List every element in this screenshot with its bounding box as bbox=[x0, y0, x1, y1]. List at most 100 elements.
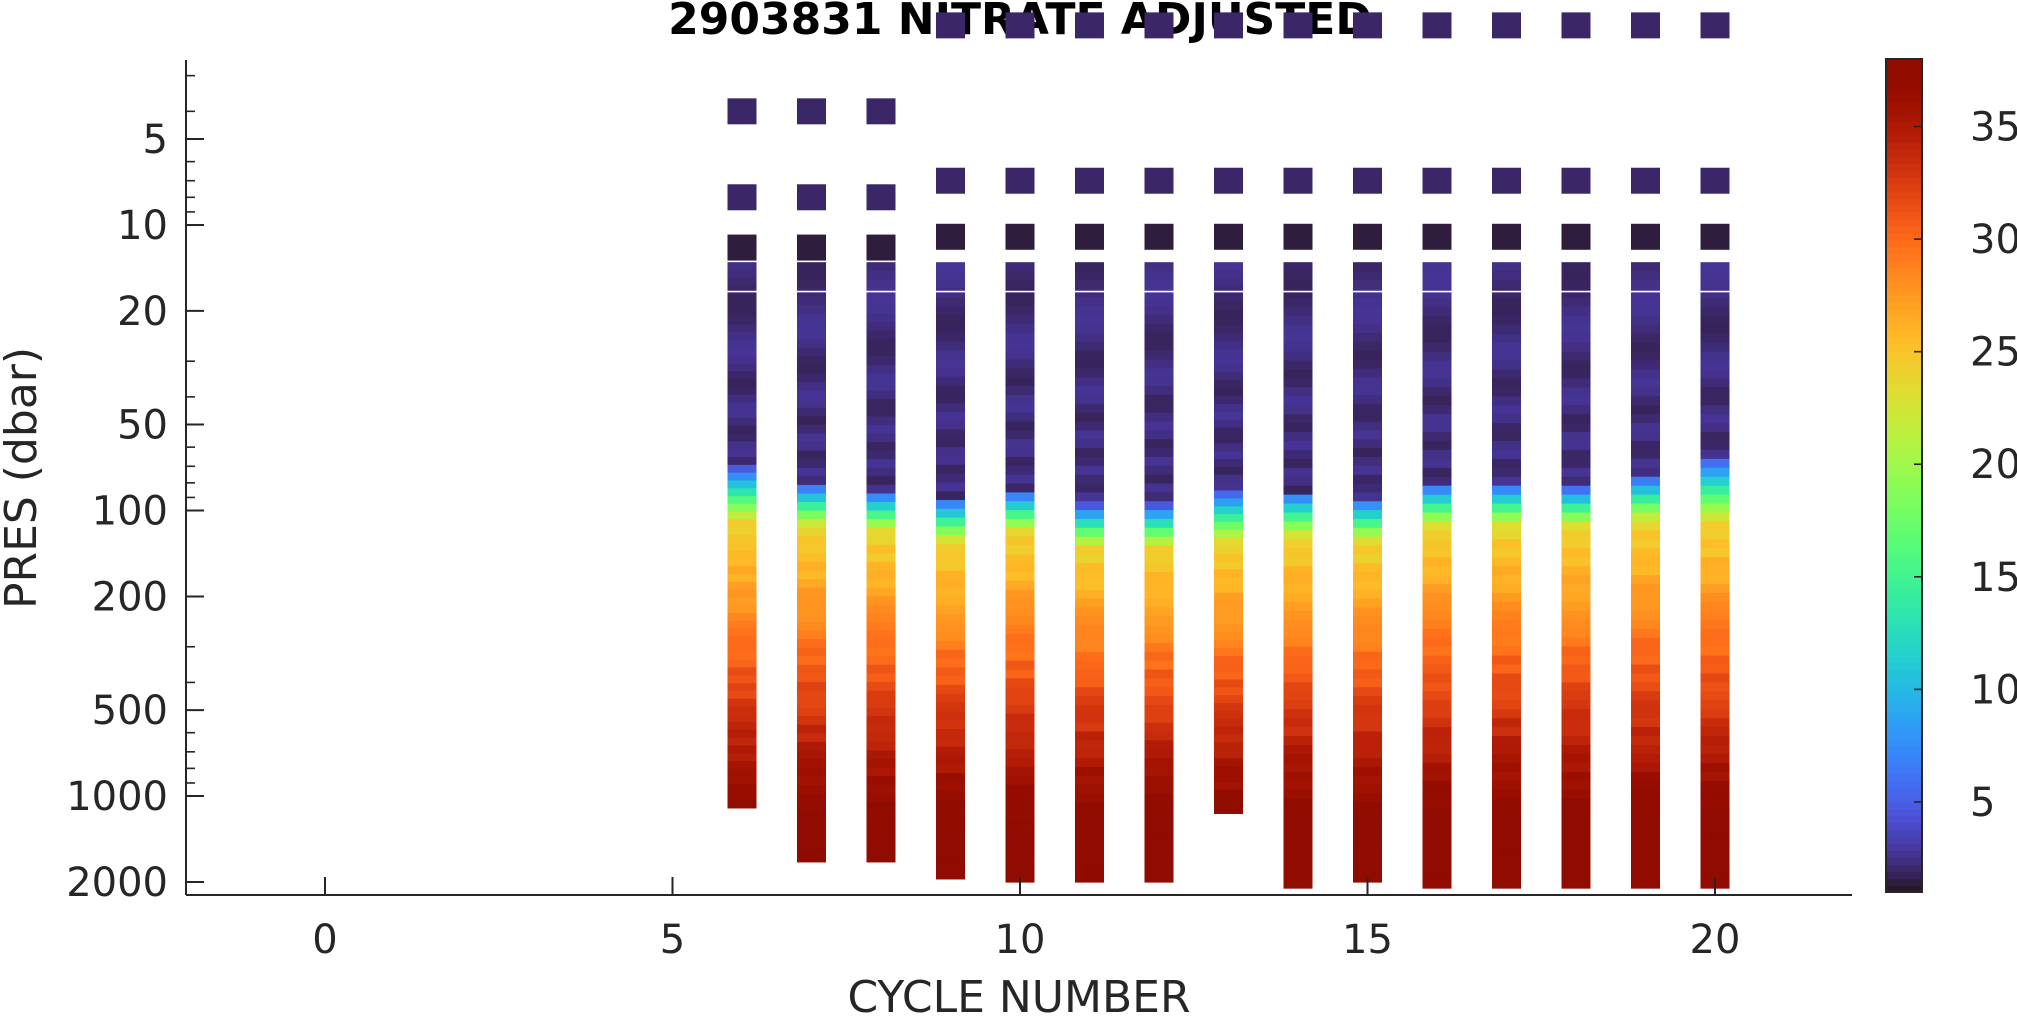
profile-cell bbox=[1144, 616, 1174, 626]
colorbar-segment bbox=[1886, 156, 1922, 164]
profile-cell bbox=[1283, 360, 1313, 371]
profile-cell bbox=[797, 587, 826, 597]
profile-cell bbox=[1075, 412, 1104, 423]
profile-cell bbox=[1283, 610, 1313, 621]
profile-cell bbox=[1700, 691, 1730, 701]
profile-cell bbox=[727, 449, 757, 458]
profile-cell bbox=[1075, 563, 1104, 573]
profile-cell bbox=[727, 433, 757, 443]
profile-cell bbox=[1283, 432, 1313, 442]
profile-cell bbox=[1422, 566, 1452, 576]
profile-cell bbox=[1492, 467, 1521, 478]
profile-cell bbox=[1283, 405, 1313, 415]
profile-cell bbox=[1561, 879, 1591, 889]
profile-cell bbox=[1005, 545, 1035, 555]
colorbar-segment bbox=[1886, 253, 1922, 262]
profile-cell bbox=[866, 741, 896, 752]
profile-cell bbox=[1144, 306, 1174, 316]
profile-cell bbox=[1492, 485, 1521, 496]
surface-sample-cell bbox=[866, 98, 896, 125]
profile-cell bbox=[797, 630, 826, 640]
colorbar-segment bbox=[1886, 260, 1922, 268]
profile-cell bbox=[1005, 607, 1035, 617]
profile-cell bbox=[1075, 687, 1104, 697]
profile-cell bbox=[1561, 396, 1591, 406]
profile-cell bbox=[1005, 651, 1035, 662]
profile-cell bbox=[1561, 432, 1591, 442]
profile-cell bbox=[797, 347, 826, 358]
profile-cell bbox=[1492, 280, 1521, 290]
profile-gap-line bbox=[797, 290, 826, 293]
colorbar-segment bbox=[1886, 780, 1922, 789]
profile-cell bbox=[1492, 449, 1521, 460]
profile-cell bbox=[1561, 485, 1591, 496]
profile-cell bbox=[1422, 736, 1452, 746]
profile-cell bbox=[866, 407, 896, 417]
profile-cell bbox=[1561, 637, 1591, 648]
profile-cell bbox=[727, 675, 757, 684]
colorbar-segment bbox=[1886, 551, 1922, 560]
profile-cell bbox=[1492, 262, 1521, 272]
profile-cell bbox=[1214, 703, 1243, 712]
profile-cell bbox=[1144, 403, 1174, 414]
colorbar-segment bbox=[1886, 885, 1922, 893]
profile-cell bbox=[1005, 483, 1035, 493]
profile-cell bbox=[1144, 465, 1174, 476]
profile-cell bbox=[866, 493, 896, 503]
profile-cell bbox=[1422, 440, 1452, 451]
profile-cell bbox=[936, 500, 965, 510]
profile-cell bbox=[1353, 492, 1382, 502]
surface-sample-cell bbox=[1005, 12, 1035, 39]
profile-cell bbox=[1422, 816, 1452, 827]
profile-cell bbox=[1144, 642, 1174, 653]
profile-cell bbox=[866, 339, 896, 349]
profile-cell bbox=[1214, 545, 1243, 555]
profile-cell bbox=[866, 347, 896, 358]
profile-cell bbox=[1075, 722, 1104, 733]
profile-cell bbox=[1283, 297, 1313, 308]
profile-cell bbox=[1700, 262, 1730, 272]
profile-gap-line bbox=[1631, 290, 1660, 293]
profile-cells-group bbox=[727, 12, 1730, 889]
profile-cell bbox=[1700, 423, 1730, 433]
surface-sample-cell bbox=[1144, 167, 1174, 194]
profile-cell bbox=[866, 647, 896, 657]
profile-cell bbox=[1283, 575, 1313, 585]
profile-cell bbox=[1144, 554, 1174, 564]
profile-cell bbox=[866, 844, 896, 854]
profile-cell bbox=[797, 741, 826, 752]
profile-cell bbox=[1005, 837, 1035, 848]
profile-cell bbox=[1492, 879, 1521, 889]
x-axis-label: CYCLE NUMBER bbox=[847, 972, 1190, 1017]
profile-cell bbox=[1283, 485, 1313, 496]
surface-sample-cell bbox=[797, 234, 826, 261]
surface-sample-cell bbox=[866, 234, 896, 261]
profile-cell bbox=[1422, 360, 1452, 371]
profile-cell bbox=[866, 596, 896, 606]
profile-cell bbox=[1353, 749, 1382, 759]
profile-cell bbox=[1005, 377, 1035, 387]
y-tick-label: 5 bbox=[143, 117, 168, 163]
surface-sample-cell bbox=[1700, 167, 1730, 194]
profile-cell bbox=[936, 341, 965, 351]
profile-cell bbox=[1283, 780, 1313, 791]
surface-sample-cell bbox=[1631, 223, 1660, 250]
profile-cell bbox=[936, 817, 965, 827]
profile-cell bbox=[1492, 655, 1521, 666]
profile-cell bbox=[1075, 802, 1104, 812]
profile-cell bbox=[1005, 616, 1035, 626]
colorbar-segment bbox=[1886, 364, 1922, 373]
profile-cell bbox=[727, 597, 757, 606]
profile-cell bbox=[1144, 625, 1174, 635]
profile-cell bbox=[1214, 270, 1243, 279]
profile-cell bbox=[1144, 510, 1174, 520]
profile-cell bbox=[1283, 584, 1313, 594]
profile-cell bbox=[1144, 333, 1174, 343]
profile-gap-line bbox=[727, 290, 757, 293]
profile-cell bbox=[936, 640, 965, 651]
surface-sample-cell bbox=[1283, 223, 1313, 250]
profile-cell bbox=[936, 359, 965, 369]
profile-cell bbox=[1144, 412, 1174, 423]
y-tick-label: 10 bbox=[117, 203, 168, 249]
profile-cell bbox=[1561, 333, 1591, 344]
